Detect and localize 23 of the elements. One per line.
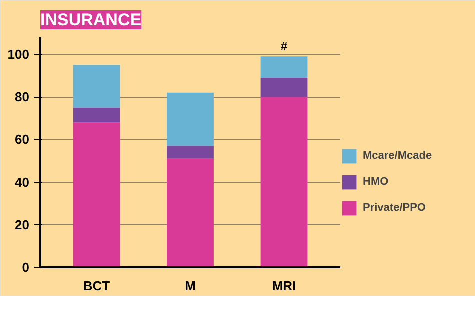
y-tick-label: 60	[15, 132, 30, 148]
bar	[73, 108, 120, 123]
x-tick-label: BCT	[83, 278, 110, 294]
bar	[167, 146, 214, 159]
annotation: #	[280, 40, 288, 54]
y-tick-label: 20	[15, 217, 30, 232]
y-tick-label: 0	[22, 260, 30, 275]
y-tick-label: 100	[8, 47, 30, 62]
y-tick-label: 80	[15, 90, 30, 105]
y-tick-label: 40	[15, 174, 30, 190]
bar	[73, 65, 120, 108]
bar	[167, 92, 214, 146]
x-tick-label: M	[185, 278, 196, 294]
bar	[260, 78, 308, 98]
bar	[260, 56, 308, 78]
legend-label: Private/PPO	[363, 202, 426, 214]
bar	[260, 97, 308, 268]
legend-label: HMO	[363, 176, 389, 188]
chart-title: INSURANCE	[40, 10, 142, 30]
bar	[167, 158, 214, 268]
legend-label: Mcare/Mcade	[363, 150, 432, 162]
bar	[73, 122, 120, 268]
x-tick-label: MRI	[272, 278, 296, 294]
